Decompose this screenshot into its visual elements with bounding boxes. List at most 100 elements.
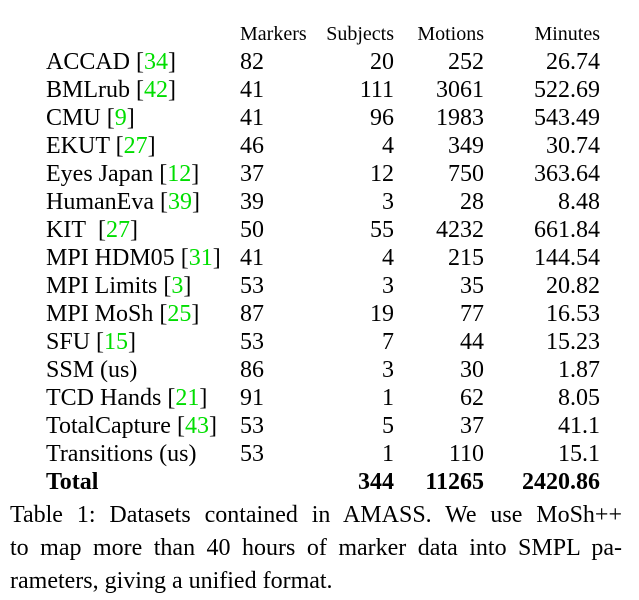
subjects-value: 3: [382, 357, 394, 383]
dataset-label: Transitions: [46, 441, 154, 467]
markers-value: 86: [240, 357, 264, 383]
total-label: Total: [46, 468, 240, 496]
minutes-value: 363.64: [534, 161, 600, 187]
markers-value: 53: [240, 413, 264, 439]
table-row: Transitions (us) 53 1 110 15.1: [46, 440, 600, 468]
subjects-value: 111: [359, 77, 394, 103]
citation-link[interactable]: 42: [144, 77, 168, 103]
dataset-name-cell: SSM (us): [46, 356, 240, 384]
citation-link[interactable]: 25: [167, 301, 192, 327]
table-row: EKUT [27] 46 4 349 30.74: [46, 132, 600, 160]
motions-value: 77: [460, 301, 484, 327]
header-minutes: Minutes: [534, 23, 600, 45]
caption-line-1: Table 1: Datasets contained in AMASS. We…: [10, 502, 622, 528]
dataset-name-cell: SFU [15]: [46, 328, 240, 356]
header-markers: Markers: [240, 23, 307, 45]
header-dataset: [46, 20, 240, 48]
dataset-label: MPI Limits: [46, 273, 158, 299]
motions-value: 28: [460, 189, 484, 215]
caption-line-2: to map more than 40 hours of marker data…: [10, 535, 622, 561]
motions-value: 110: [448, 441, 484, 467]
subjects-value: 55: [370, 217, 394, 243]
citation-close-bracket: ]: [191, 301, 200, 327]
table-row: MPI HDM05 [31] 41 4 215 144.54: [46, 244, 600, 272]
citation-open-bracket: [: [176, 413, 185, 439]
dataset-label: TCD Hands: [46, 385, 162, 411]
markers-value: 53: [240, 441, 264, 467]
dataset-label: Eyes Japan: [46, 161, 154, 187]
subjects-value: 3: [382, 189, 394, 215]
citation-link[interactable]: 9: [114, 105, 127, 131]
motions-value: 1983: [436, 105, 484, 131]
dataset-name-cell: HumanEva [39]: [46, 188, 240, 216]
motions-value: 11265: [425, 469, 484, 495]
citation-open-bracket: [: [180, 245, 189, 271]
motions-value: 37: [460, 413, 484, 439]
citation-link[interactable]: 34: [144, 49, 169, 75]
table-row: CMU [9] 41 96 1983 543.49: [46, 104, 600, 132]
citation-link[interactable]: 27: [105, 217, 130, 243]
citation-open-bracket: [: [159, 189, 168, 215]
citation-open-bracket: [: [136, 49, 145, 75]
minutes-value: 1.87: [558, 357, 600, 383]
dataset-name-cell: CMU [9]: [46, 104, 240, 132]
markers-value: 46: [240, 133, 264, 159]
subjects-value: 20: [370, 49, 394, 75]
table-row: KIT [27] 50 55 4232 661.84: [46, 216, 600, 244]
citation-open-bracket: [: [159, 301, 168, 327]
markers-value: 53: [240, 273, 264, 299]
citation-close-bracket: ]: [208, 413, 217, 439]
citation-close-bracket: ]: [191, 161, 200, 187]
citation-close-bracket: ]: [212, 245, 221, 271]
citation-close-bracket: ]: [168, 77, 176, 103]
citation-close-bracket: ]: [168, 49, 177, 75]
subjects-value: 4: [382, 245, 394, 271]
table-header-row: Markers Subjects Motions Minutes: [46, 20, 600, 48]
citation-link[interactable]: 3: [171, 273, 184, 299]
dataset-name-cell: MPI MoSh [25]: [46, 300, 240, 328]
citation-link[interactable]: 43: [184, 413, 209, 439]
markers-value: 53: [240, 329, 264, 355]
citation-close-bracket: ]: [199, 385, 208, 411]
dataset-name-cell: EKUT [27]: [46, 132, 240, 160]
table-total-row: Total 344 11265 2420.86: [46, 468, 600, 496]
minutes-value: 661.84: [534, 217, 600, 243]
citation-open-bracket: [: [167, 385, 176, 411]
markers-value: [240, 468, 304, 496]
motions-value: 4232: [436, 217, 484, 243]
citation-link[interactable]: 12: [167, 161, 192, 187]
markers-value: 82: [240, 49, 264, 75]
minutes-value: 8.05: [558, 385, 600, 411]
motions-value: 62: [460, 385, 484, 411]
citation-link[interactable]: 21: [175, 385, 200, 411]
minutes-value: 2420.86: [522, 469, 600, 495]
minutes-value: 15.1: [558, 441, 600, 467]
minutes-value: 16.53: [546, 301, 600, 327]
subjects-value: 5: [382, 413, 394, 439]
dataset-label: HumanEva: [46, 189, 154, 215]
minutes-value: 15.23: [546, 329, 600, 355]
citation-link[interactable]: 15: [104, 329, 129, 355]
markers-value: 41: [240, 77, 264, 103]
citation-link[interactable]: 31: [188, 245, 213, 271]
markers-value: 41: [240, 105, 264, 131]
dataset-label: BMLrub: [46, 77, 130, 103]
table-row: MPI MoSh [25] 87 19 77 16.53: [46, 300, 600, 328]
dataset-label: SSM: [46, 357, 95, 383]
citation-open-bracket: [: [97, 217, 106, 243]
motions-value: 750: [448, 161, 484, 187]
citation-close-bracket: ]: [183, 273, 192, 299]
dataset-name-cell: ACCAD [34]: [46, 48, 240, 76]
citation-link[interactable]: 27: [123, 133, 148, 159]
minutes-value: 522.69: [534, 77, 600, 103]
citation-link[interactable]: 39: [167, 189, 192, 215]
table-row: ACCAD [34] 82 20 252 26.74: [46, 48, 600, 76]
dataset-label: MPI HDM05: [46, 245, 175, 271]
citation-open-bracket: [: [159, 161, 168, 187]
minutes-value: 30.74: [546, 133, 600, 159]
table-body: ACCAD [34] 82 20 252 26.74 BMLrub [42] 41 111 30…: [46, 48, 600, 496]
datasets-table: Markers Subjects Motions Minutes ACCAD […: [46, 20, 600, 496]
markers-value: 41: [240, 245, 264, 271]
dataset-name-cell: Transitions (us): [46, 440, 240, 468]
